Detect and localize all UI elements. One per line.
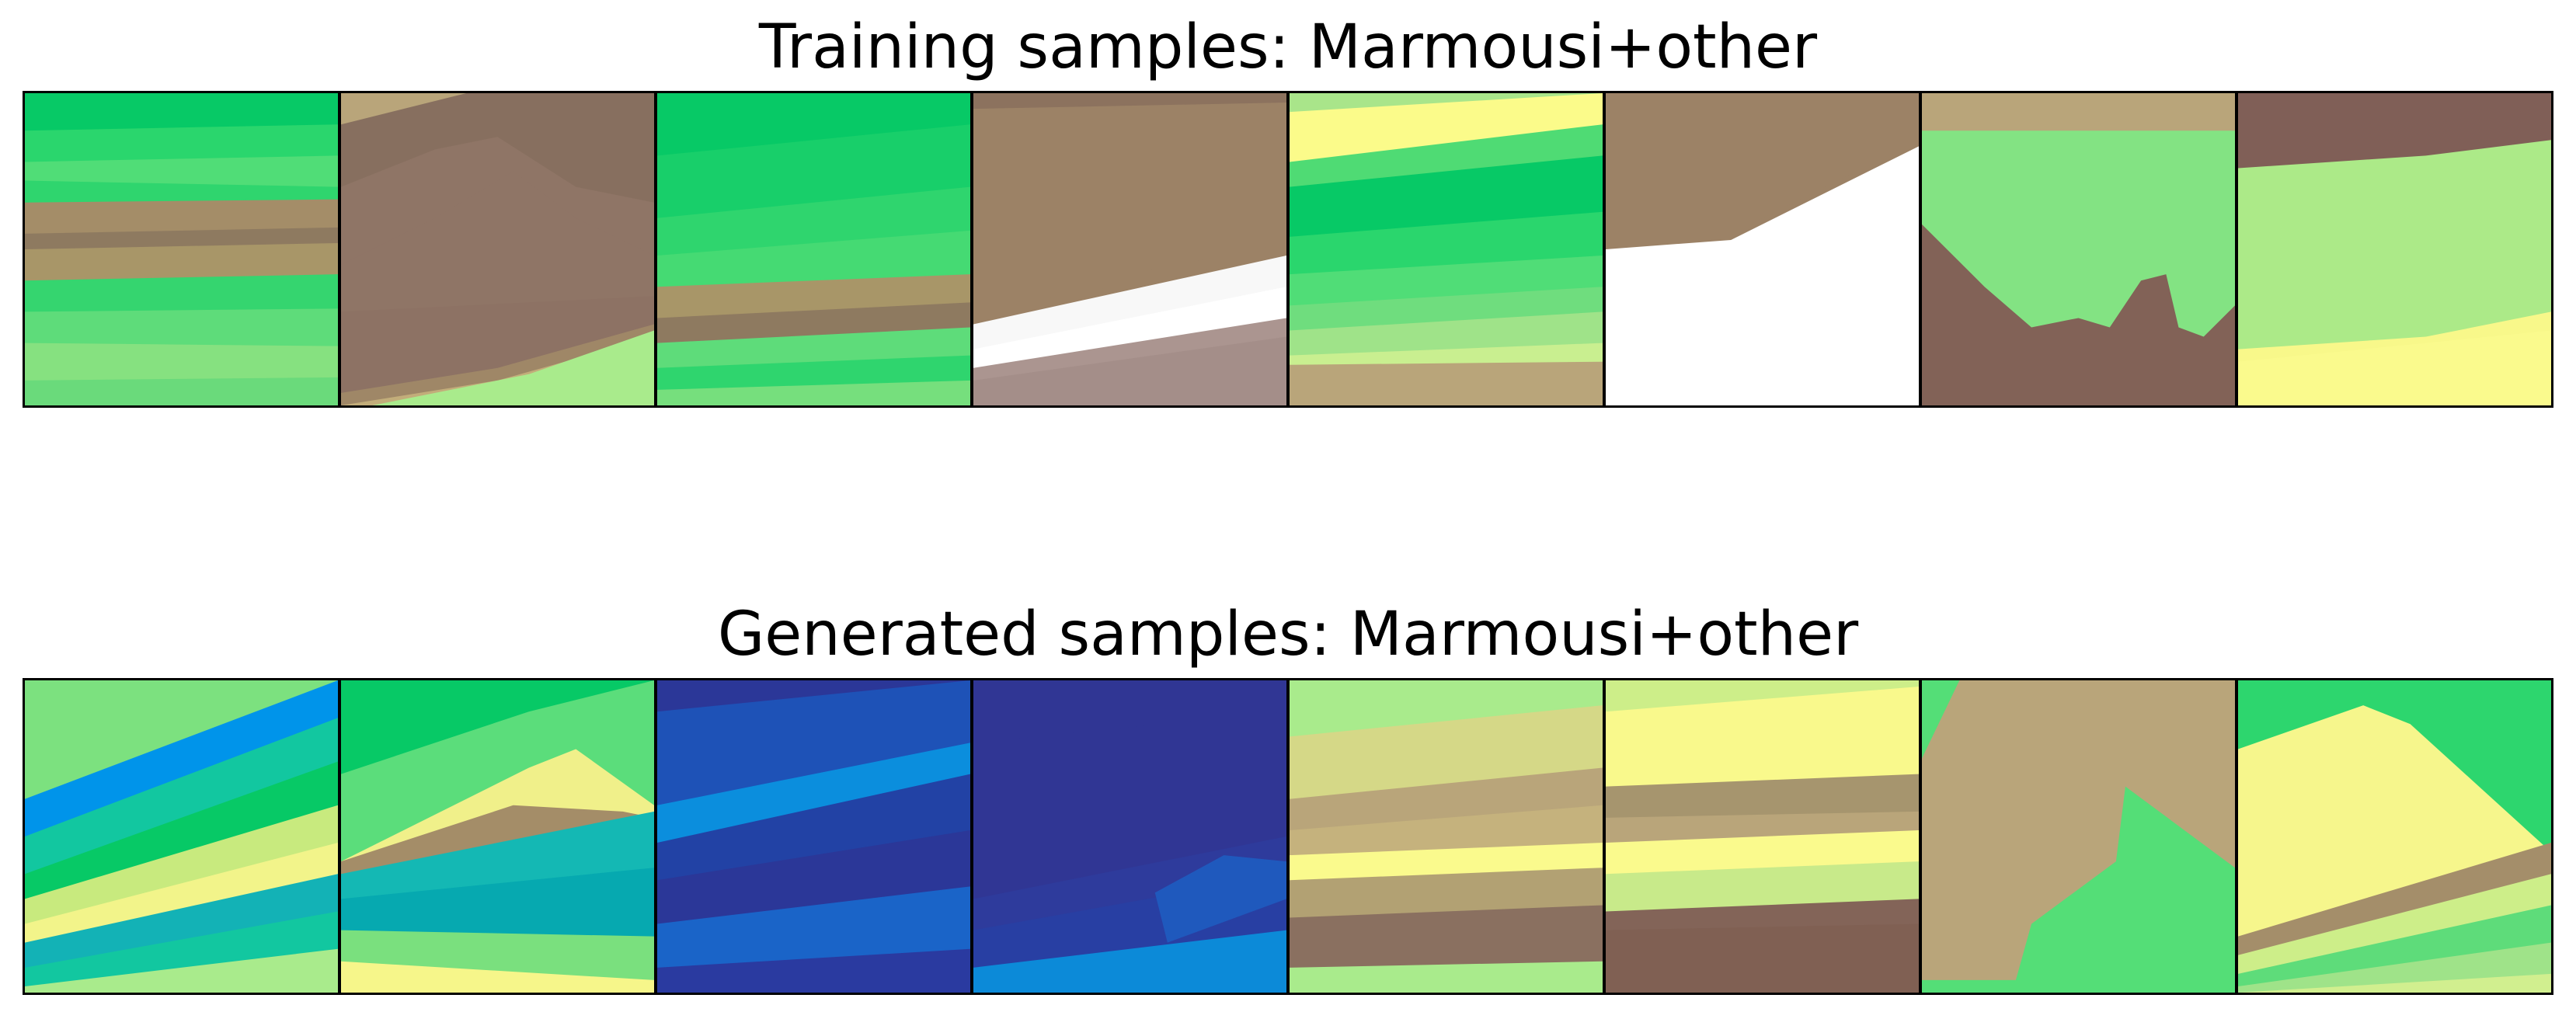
training-sample-7-image (1922, 93, 2235, 405)
training-sample-1 (25, 93, 341, 405)
layer (341, 961, 654, 993)
layer (1922, 680, 1960, 759)
generated-sample-1 (25, 680, 341, 993)
layer (1290, 361, 1603, 405)
generated-sample-2-image (341, 680, 654, 993)
generated-sample-4-image (973, 680, 1286, 993)
training-sample-6 (1606, 93, 1922, 405)
layer (973, 336, 1286, 405)
layer (1606, 186, 1919, 405)
training-sample-7 (1922, 93, 2238, 405)
layer (1922, 224, 2235, 405)
training-sample-8-image (2238, 93, 2551, 405)
generated-sample-2 (341, 680, 657, 993)
training-strip (23, 91, 2553, 408)
training-sample-5-image (1290, 93, 1603, 405)
training-sample-3-image (657, 93, 970, 405)
layer (2238, 330, 2551, 405)
training-sample-4-image (973, 93, 1286, 405)
generated-sample-3-image (657, 680, 970, 993)
training-sample-4 (973, 93, 1290, 405)
generated-sample-3 (657, 680, 973, 993)
layer (657, 948, 970, 993)
layer (25, 377, 338, 405)
layer (1922, 786, 2235, 993)
generated-sample-7 (1922, 680, 2238, 993)
generated-title: Generated samples: Marmousi+other (717, 600, 1859, 669)
layer (1154, 855, 1286, 943)
layer (25, 948, 338, 993)
training-sample-2-image (341, 93, 654, 405)
layer (1290, 961, 1603, 993)
generated-sample-7-image (1922, 680, 2235, 993)
generated-sample-6-image (1606, 680, 1919, 993)
training-sample-6-image (1606, 93, 1919, 405)
layer (1606, 923, 1919, 993)
training-sample-8 (2238, 93, 2551, 405)
generated-sample-8 (2238, 680, 2551, 993)
generated-sample-5 (1290, 680, 1606, 993)
generated-sample-5-image (1290, 680, 1603, 993)
training-sample-5 (1290, 93, 1606, 405)
generated-sample-6 (1606, 680, 1922, 993)
training-sample-3 (657, 93, 973, 405)
layer (973, 930, 1286, 993)
training-sample-2 (341, 93, 657, 405)
layer (403, 343, 654, 405)
training-title: Training samples: Marmousi+other (758, 12, 1818, 82)
generated-strip (23, 678, 2553, 995)
layer (1922, 389, 2235, 405)
generated-sample-8-image (2238, 680, 2551, 993)
generated-sample-4 (973, 680, 1290, 993)
training-sample-1-image (25, 93, 338, 405)
generated-sample-1-image (25, 680, 338, 993)
layer (657, 380, 970, 405)
